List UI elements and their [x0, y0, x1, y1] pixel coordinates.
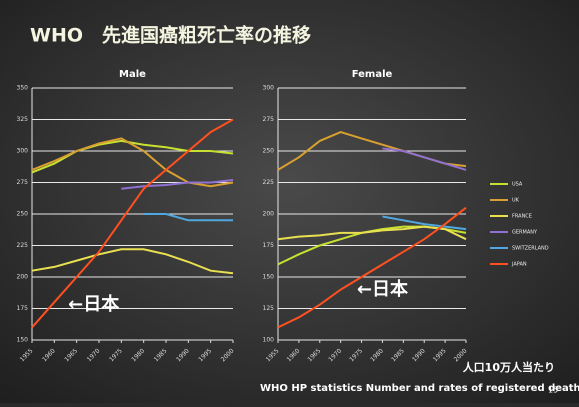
series-line — [121, 178, 234, 190]
series-line — [382, 147, 467, 171]
y-tick-label: 175 — [263, 242, 275, 249]
y-tick-label: 150 — [17, 337, 29, 344]
y-tick-label: 175 — [17, 305, 29, 312]
legend-label: UK — [512, 198, 520, 204]
legend-label: SWITZERLAND — [512, 246, 549, 252]
y-tick-label: 275 — [263, 116, 275, 123]
y-tick-label: 250 — [17, 211, 29, 218]
legend-label: GERMANY — [512, 230, 538, 236]
chart-title: Female — [352, 69, 393, 80]
y-tick-label: 350 — [17, 85, 29, 92]
series-line — [277, 225, 467, 241]
legend-label: JAPAN — [511, 262, 527, 268]
source-note: WHO HP statistics Number and rates of re… — [260, 383, 579, 394]
y-tick-label: 225 — [263, 179, 275, 186]
annotation: ←日本 — [357, 278, 408, 300]
legend-label: FRANCE — [512, 214, 532, 220]
y-tick-label: 200 — [263, 211, 275, 218]
series-line — [382, 215, 467, 231]
series-line — [31, 248, 234, 275]
unit-note: 人口10万人当たり — [463, 360, 555, 374]
chart-title: Male — [119, 69, 146, 80]
y-tick-label: 100 — [263, 337, 275, 344]
annotation: ←日本 — [68, 293, 119, 315]
y-tick-label: 300 — [263, 85, 275, 92]
slide-title: WHO 先進国癌粗死亡率の推移 — [30, 24, 311, 47]
series-line — [143, 213, 233, 222]
series-line — [277, 206, 467, 329]
y-tick-label: 275 — [17, 179, 29, 186]
page-number: 15 — [548, 386, 558, 395]
y-tick-label: 300 — [17, 148, 29, 155]
series-line — [31, 139, 234, 174]
legend-label: USA — [512, 182, 523, 188]
y-tick-label: 250 — [263, 148, 275, 155]
y-tick-label: 225 — [17, 242, 29, 249]
y-tick-label: 200 — [17, 274, 29, 281]
series-line — [31, 118, 234, 329]
series-line — [31, 137, 234, 188]
y-tick-label: 125 — [263, 305, 275, 312]
y-tick-label: 150 — [263, 274, 275, 281]
y-tick-label: 325 — [17, 116, 29, 123]
